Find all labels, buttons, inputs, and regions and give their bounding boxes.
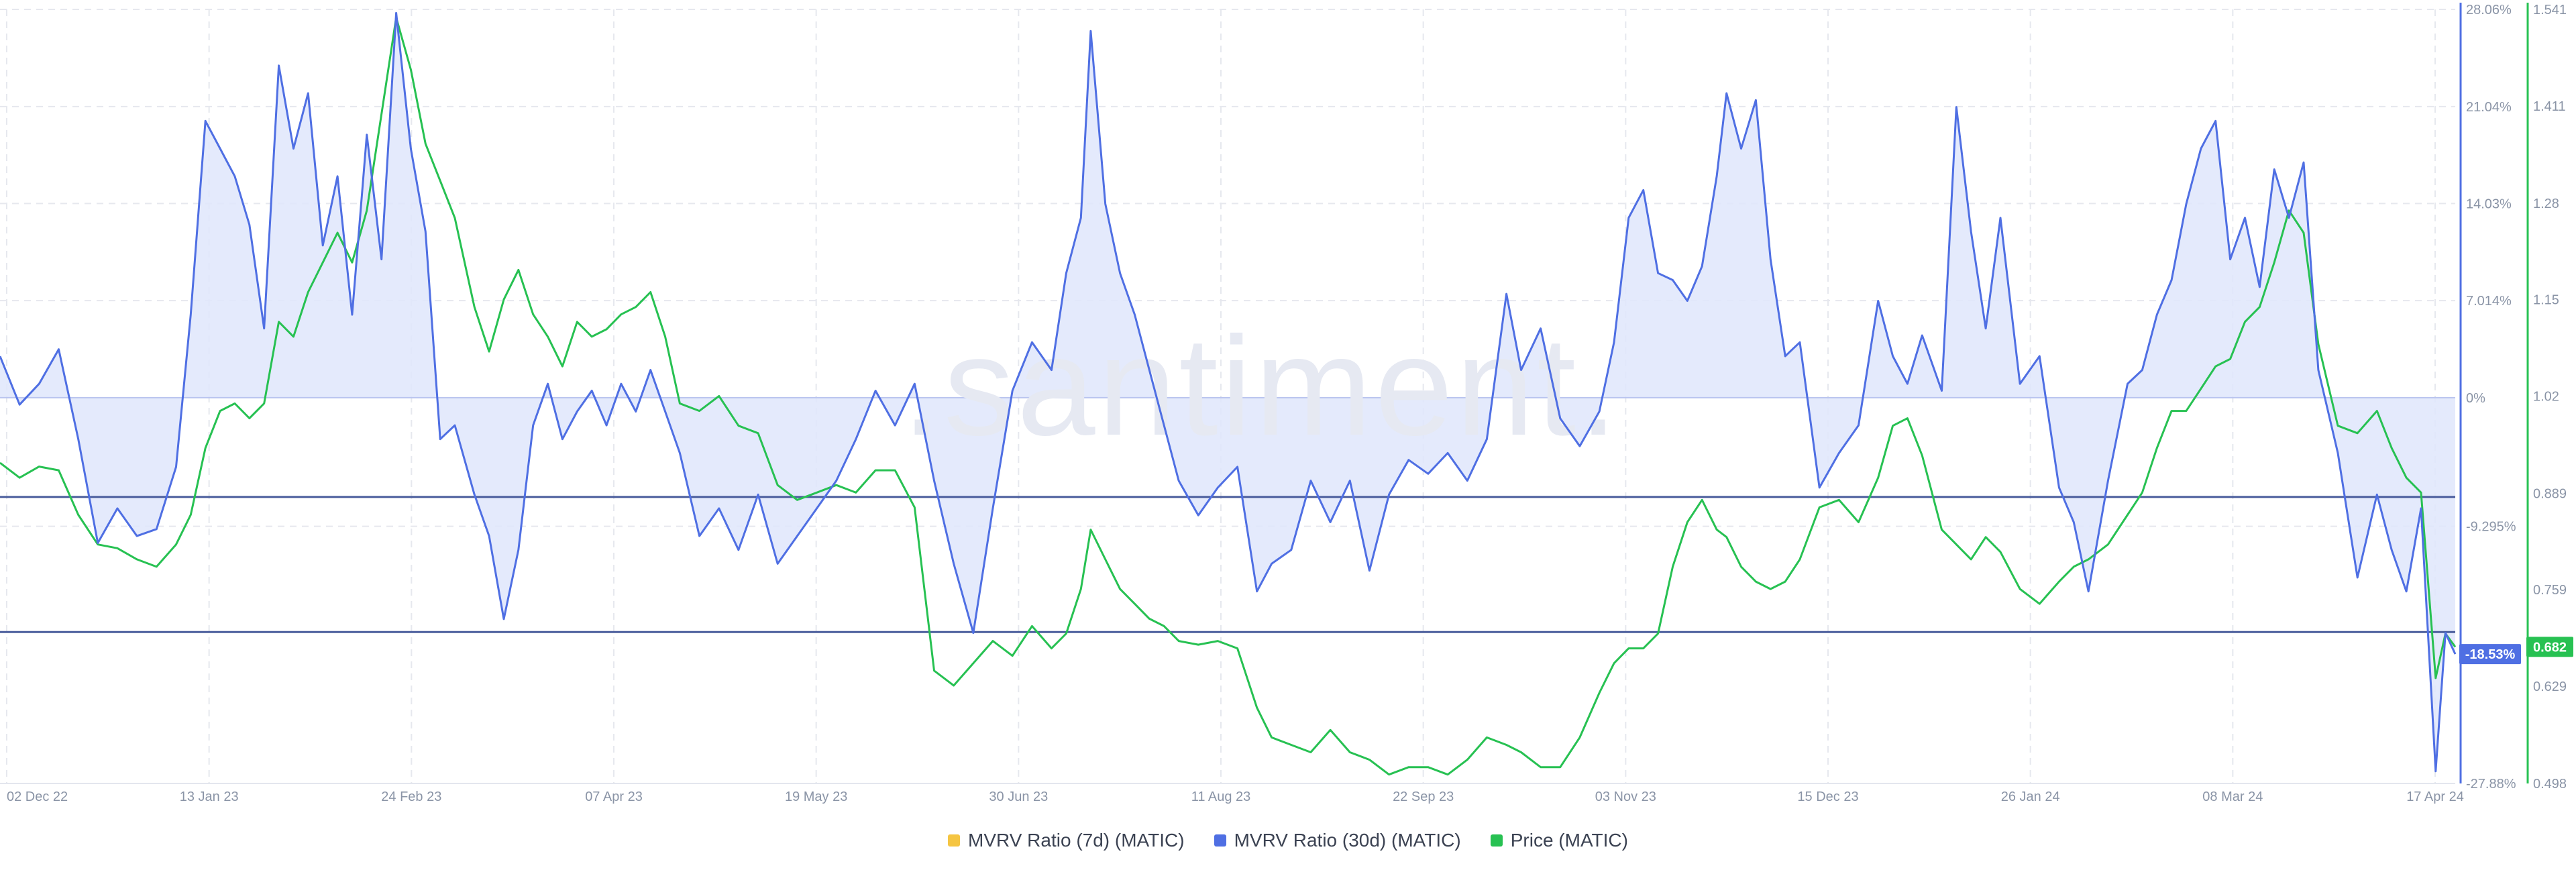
- y-right-tick-label: 0.498: [2533, 777, 2567, 792]
- x-tick-label: 26 Jan 24: [2001, 789, 2060, 804]
- legend-swatch-blue: [1214, 834, 1226, 847]
- x-tick-label: 13 Jan 23: [180, 789, 239, 804]
- x-tick-label: 03 Nov 23: [1595, 789, 1656, 804]
- mvrv-30d-area: [0, 13, 2455, 771]
- y-right-tick-label: 1.541: [2533, 3, 2567, 17]
- x-tick-label: 22 Sep 23: [1393, 789, 1454, 804]
- y-right-tick-label: 1.02: [2533, 389, 2559, 404]
- y-left-tick-label: 21.04%: [2466, 100, 2512, 115]
- x-tick-label: 11 Aug 23: [1191, 789, 1251, 804]
- y-right-tick-label: 0.889: [2533, 486, 2567, 501]
- mvrv-last-value-label: -18.53%: [2465, 647, 2516, 662]
- y-left-tick-label: -27.88%: [2466, 777, 2516, 792]
- chart-legend: MVRV Ratio (7d) (MATIC) MVRV Ratio (30d)…: [0, 830, 2576, 851]
- x-tick-label: 07 Apr 23: [585, 789, 643, 804]
- y-left-tick-label: 28.06%: [2466, 3, 2512, 17]
- price-last-value-badge: [2526, 637, 2573, 657]
- legend-item-price[interactable]: Price (MATIC): [1490, 830, 1628, 851]
- legend-swatch-green: [1490, 834, 1503, 847]
- y-right-tick-label: 1.411: [2533, 99, 2566, 114]
- price-last-value-label: 0.682: [2533, 640, 2567, 655]
- y-left-tick-label: 7.014%: [2466, 294, 2512, 309]
- y-left-tick-label: 14.03%: [2466, 197, 2512, 211]
- y-right-tick-label: 1.28: [2533, 197, 2559, 211]
- y-left-tick-label: 0%: [2466, 391, 2485, 406]
- last-value-badges: -18.53% 0.682: [2459, 637, 2573, 665]
- x-tick-label: 19 May 23: [785, 789, 847, 804]
- x-tick-label: 24 Feb 23: [381, 789, 441, 804]
- x-tick-label: 30 Jun 23: [989, 789, 1048, 804]
- legend-item-mvrv-7d[interactable]: MVRV Ratio (7d) (MATIC): [948, 830, 1185, 851]
- legend-swatch-yellow: [948, 834, 961, 847]
- x-tick-label: 08 Mar 24: [2202, 789, 2263, 804]
- mvrv-last-value-badge: [2459, 644, 2521, 665]
- y-right-tick-label: 1.15: [2533, 293, 2559, 308]
- reference-lines-layer: [0, 496, 2455, 633]
- price-line: [0, 16, 2457, 776]
- y-left-tick-label: -9.295%: [2466, 520, 2516, 535]
- y-right-tick-label: 0.629: [2533, 679, 2567, 694]
- x-tick-label: 15 Dec 23: [1797, 789, 1858, 804]
- legend-item-mvrv-30d[interactable]: MVRV Ratio (30d) (MATIC): [1214, 830, 1461, 851]
- x-tick-label: 02 Dec 22: [7, 789, 68, 804]
- legend-label: MVRV Ratio (30d) (MATIC): [1234, 830, 1461, 851]
- legend-label: Price (MATIC): [1510, 830, 1628, 851]
- mvrv-30d-line: [0, 11, 2457, 773]
- y-right-tick-label: 0.759: [2533, 583, 2567, 598]
- santiment-watermark: .santiment.: [902, 307, 1620, 465]
- series-layer: [0, 11, 2457, 776]
- legend-label: MVRV Ratio (7d) (MATIC): [968, 830, 1185, 851]
- x-tick-label: 17 Apr 24: [2406, 789, 2464, 804]
